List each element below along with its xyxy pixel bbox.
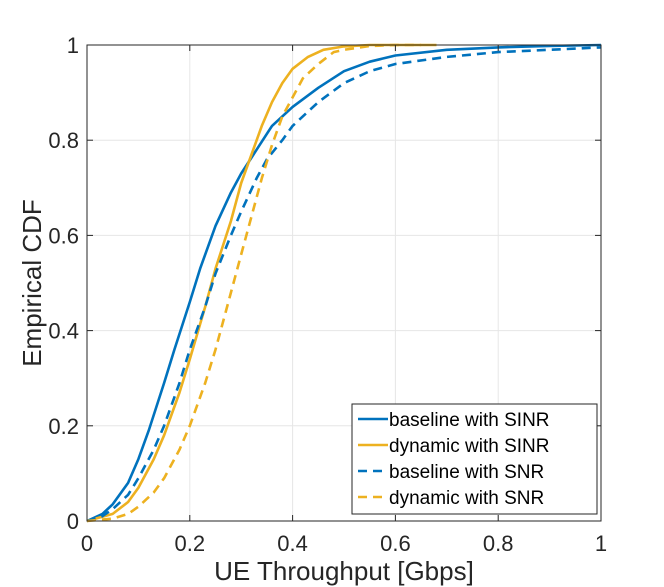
tick-labels: 0 0.2 0.4 0.6 0.8 1 0 0.2 0.4 0.6 0.8 1 bbox=[48, 33, 607, 556]
y-tick-label: 0.2 bbox=[48, 414, 79, 439]
x-tick-label: 0.6 bbox=[380, 531, 411, 556]
x-tick-label: 1 bbox=[595, 531, 607, 556]
series-line-dynamic-with-sinr bbox=[86, 43, 437, 523]
x-tick-label: 0.8 bbox=[483, 531, 514, 556]
y-tick-label: 0 bbox=[67, 509, 79, 534]
plot-lines bbox=[86, 43, 602, 523]
axes-box bbox=[86, 44, 602, 522]
legend-box bbox=[351, 403, 598, 515]
legend-label: baseline with SINR bbox=[389, 410, 550, 431]
series-line-baseline-with-snr bbox=[86, 46, 602, 523]
series-line-dynamic-with-snr bbox=[86, 43, 422, 523]
x-tick-label: 0.4 bbox=[277, 531, 308, 556]
y-tick-label: 0.8 bbox=[48, 128, 79, 153]
legend: baseline with SINR dynamic with SINR basel… bbox=[351, 403, 598, 515]
legend-label: dynamic with SINR bbox=[389, 436, 550, 457]
series-line-baseline-with-sinr bbox=[86, 43, 602, 523]
y-tick-label: 0.6 bbox=[48, 223, 79, 248]
x-axis-label: UE Throughput [Gbps] bbox=[214, 556, 474, 586]
x-tick-label: 0 bbox=[81, 531, 93, 556]
x-tick-label: 0.2 bbox=[175, 531, 206, 556]
legend-label: baseline with SNR bbox=[389, 462, 544, 483]
legend-label: dynamic with SNR bbox=[389, 488, 544, 509]
y-tick-label: 1 bbox=[67, 33, 79, 58]
y-tick-label: 0.4 bbox=[48, 319, 79, 344]
y-axis-label: Empirical CDF bbox=[17, 199, 47, 367]
ticks bbox=[86, 44, 602, 522]
